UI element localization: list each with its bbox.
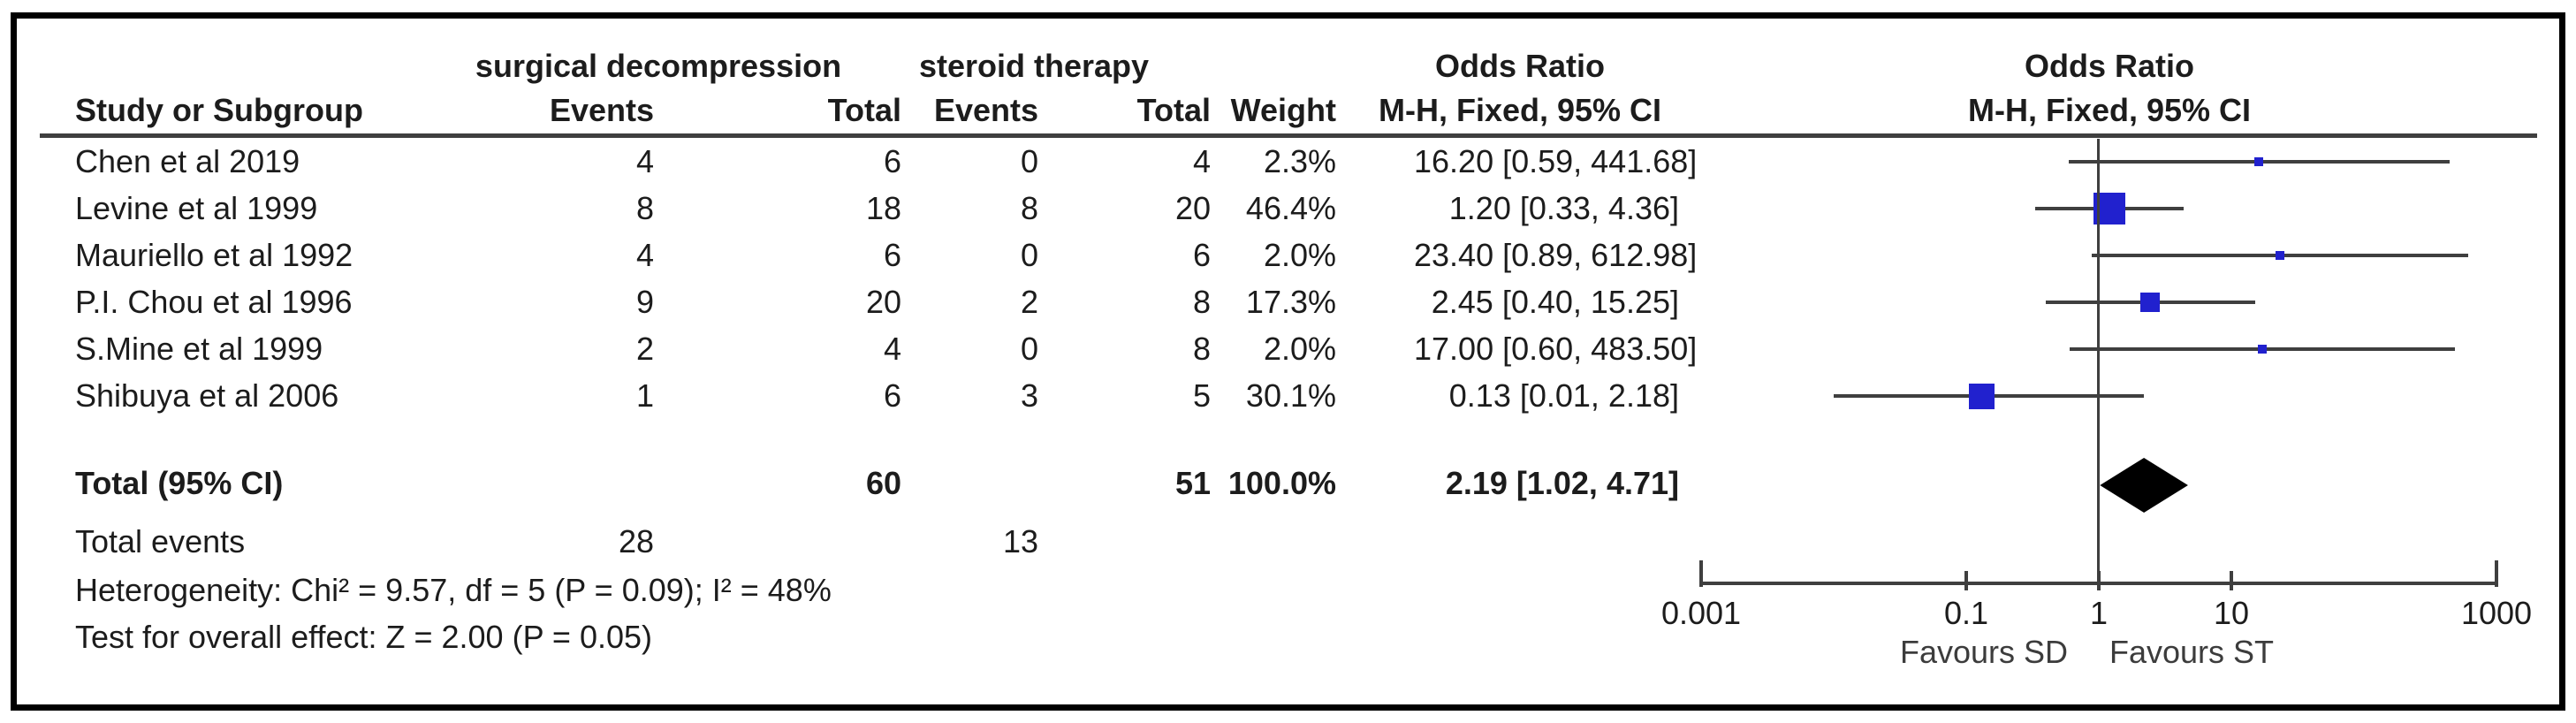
study-weight: 2.0% bbox=[1263, 331, 1336, 367]
study-sd-events: 2 bbox=[635, 331, 654, 367]
study-name: Chen et al 2019 bbox=[75, 143, 300, 179]
favours-left-label: Favours SD bbox=[1899, 634, 2069, 670]
total-or-ci: 2.19 [1.02, 4.71] bbox=[1445, 465, 1679, 501]
study-st-total: 6 bbox=[1192, 237, 1211, 273]
study-or-ci-text: 16.20 [0.59, 441.68] bbox=[1414, 143, 1698, 179]
col-header-or-ci: M-H, Fixed, 95% CI bbox=[1378, 92, 1662, 128]
axis-tick-label: 1 bbox=[2089, 595, 2109, 631]
study-st-events: 8 bbox=[1020, 190, 1038, 226]
no-effect-line bbox=[2097, 139, 2100, 583]
study-sd-total: 6 bbox=[883, 377, 901, 414]
study-sd-total: 18 bbox=[865, 190, 901, 226]
col-header-study: Study or Subgroup bbox=[75, 92, 363, 128]
study-name: Levine et al 1999 bbox=[75, 190, 318, 226]
study-sd-total: 6 bbox=[883, 143, 901, 179]
axis-tick bbox=[1964, 571, 1968, 590]
study-st-total: 5 bbox=[1192, 377, 1211, 414]
axis-tick bbox=[2097, 571, 2101, 590]
col-header-st-total: Total bbox=[1136, 92, 1211, 128]
total-events-sd: 28 bbox=[618, 523, 654, 559]
favours-right-label: Favours ST bbox=[2109, 634, 2275, 670]
axis-tick-label: 1000 bbox=[2460, 595, 2533, 631]
study-sd-events: 4 bbox=[635, 237, 654, 273]
group-header-steroid-therapy: steroid therapy bbox=[918, 48, 1150, 84]
or-point-square bbox=[2276, 251, 2285, 260]
study-st-events: 3 bbox=[1020, 377, 1038, 414]
total-events-label: Total events bbox=[75, 523, 246, 559]
col-header-st-events: Events bbox=[933, 92, 1038, 128]
group-header-surgical-decompression: surgical decompression bbox=[475, 48, 842, 84]
study-st-events: 0 bbox=[1020, 237, 1038, 273]
study-weight: 2.0% bbox=[1263, 237, 1336, 273]
heterogeneity-text: Heterogeneity: Chi² = 9.57, df = 5 (P = … bbox=[75, 572, 832, 608]
axis-tick-label: 10 bbox=[2213, 595, 2250, 631]
study-name: P.I. Chou et al 1996 bbox=[75, 284, 353, 320]
or-point-square bbox=[2257, 345, 2267, 354]
plot-header-or-ci: M-H, Fixed, 95% CI bbox=[1967, 92, 2252, 128]
study-sd-total: 4 bbox=[883, 331, 901, 367]
total-st-total: 51 bbox=[1174, 465, 1211, 501]
study-st-events: 2 bbox=[1020, 284, 1038, 320]
total-weight: 100.0% bbox=[1227, 465, 1336, 501]
total-events-st: 13 bbox=[1002, 523, 1038, 559]
study-or-ci-text: 23.40 [0.89, 612.98] bbox=[1414, 237, 1698, 273]
study-sd-total: 20 bbox=[865, 284, 901, 320]
figure-border bbox=[11, 12, 2565, 711]
study-sd-events: 1 bbox=[635, 377, 654, 414]
or-column-title: Odds Ratio bbox=[1434, 48, 1606, 84]
plot-title: Odds Ratio bbox=[2024, 48, 2195, 84]
axis-tick-label: 0.001 bbox=[1660, 595, 1742, 631]
study-st-total: 8 bbox=[1192, 331, 1211, 367]
study-sd-total: 6 bbox=[883, 237, 901, 273]
study-or-ci-text: 2.45 [0.40, 15.25] bbox=[1431, 284, 1679, 320]
or-point-square bbox=[2254, 157, 2264, 166]
col-header-weight: Weight bbox=[1230, 92, 1336, 128]
study-sd-events: 9 bbox=[635, 284, 654, 320]
study-or-ci-text: 0.13 [0.01, 2.18] bbox=[1448, 377, 1679, 414]
study-sd-events: 4 bbox=[635, 143, 654, 179]
study-weight: 30.1% bbox=[1245, 377, 1336, 414]
total-row-label: Total (95% CI) bbox=[75, 465, 284, 501]
study-name: Mauriello et al 1992 bbox=[75, 237, 353, 273]
overall-effect-text: Test for overall effect: Z = 2.00 (P = 0… bbox=[75, 619, 653, 655]
study-weight: 2.3% bbox=[1263, 143, 1336, 179]
study-name: S.Mine et al 1999 bbox=[75, 331, 323, 367]
or-point-square bbox=[1968, 383, 1995, 409]
study-or-ci-text: 1.20 [0.33, 4.36] bbox=[1448, 190, 1679, 226]
axis-tick-label: 0.1 bbox=[1943, 595, 1989, 631]
col-header-sd-total: Total bbox=[827, 92, 901, 128]
study-or-ci-text: 17.00 [0.60, 483.50] bbox=[1414, 331, 1698, 367]
study-sd-events: 8 bbox=[635, 190, 654, 226]
axis-tick bbox=[2230, 571, 2233, 590]
study-name: Shibuya et al 2006 bbox=[75, 377, 339, 414]
header-underline bbox=[40, 133, 2537, 138]
study-st-total: 8 bbox=[1192, 284, 1211, 320]
col-header-sd-events: Events bbox=[549, 92, 654, 128]
or-point-square bbox=[2140, 293, 2161, 312]
study-weight: 17.3% bbox=[1245, 284, 1336, 320]
total-sd-total: 60 bbox=[865, 465, 901, 501]
study-weight: 46.4% bbox=[1245, 190, 1336, 226]
study-st-total: 4 bbox=[1192, 143, 1211, 179]
study-st-events: 0 bbox=[1020, 331, 1038, 367]
study-st-total: 20 bbox=[1174, 190, 1211, 226]
axis-tick bbox=[2495, 560, 2498, 587]
study-st-events: 0 bbox=[1020, 143, 1038, 179]
axis-tick bbox=[1699, 560, 1703, 587]
